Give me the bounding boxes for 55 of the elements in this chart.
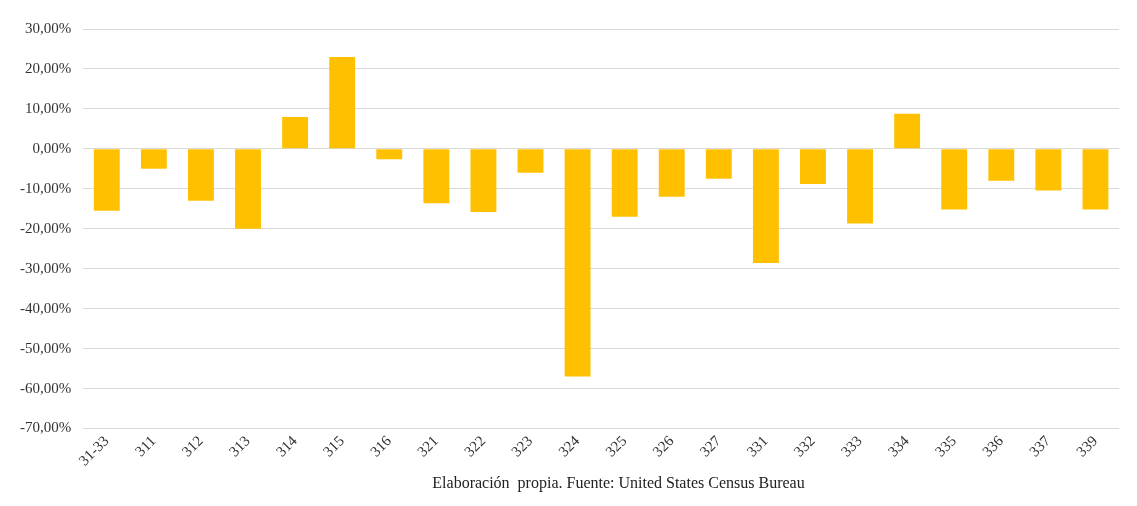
- x-tick-label: 322: [461, 432, 489, 460]
- x-tick-label: 325: [602, 432, 630, 460]
- bar: [847, 149, 874, 224]
- y-tick-label: -70,00%: [19, 419, 72, 436]
- bar: [329, 56, 356, 149]
- x-tick-label: 339: [1073, 432, 1101, 460]
- bar: [423, 149, 450, 204]
- bar: [800, 149, 826, 185]
- bar: [894, 113, 921, 149]
- bar: [282, 116, 309, 149]
- x-tick-label: 321: [414, 432, 442, 460]
- y-tick-label: -50,00%: [19, 339, 72, 356]
- bar: [1082, 149, 1109, 210]
- x-tick-label: 312: [178, 432, 206, 460]
- bar: [376, 149, 403, 160]
- y-tick-label: -40,00%: [19, 299, 72, 316]
- bar: [564, 149, 591, 377]
- x-tick-label: 332: [790, 432, 818, 460]
- x-tick-label: 326: [649, 432, 677, 460]
- x-tick-label: 315: [319, 432, 348, 460]
- bar: [705, 149, 732, 179]
- x-tick-label: 313: [225, 432, 253, 460]
- bar: [988, 149, 1015, 181]
- x-tick-label: 311: [131, 432, 159, 460]
- x-tick-label: 327: [696, 432, 725, 460]
- bar: [1035, 149, 1062, 191]
- bar: [658, 149, 685, 197]
- x-tick-label: 331: [743, 432, 771, 460]
- bar: [941, 149, 968, 210]
- x-tick-label: 324: [555, 432, 583, 460]
- x-tick-label: 314: [272, 432, 301, 460]
- x-tick-label: 336: [978, 432, 1007, 460]
- x-tick-label: 316: [366, 432, 395, 460]
- text: Elaboración propia. Fuente: United States Census Bureau: [431, 474, 806, 492]
- y-tick-label: -60,00%: [19, 379, 72, 396]
- y-tick-label: -30,00%: [19, 259, 72, 276]
- y-tick-label: -20,00%: [19, 219, 72, 236]
- x-tick-label: 337: [1026, 432, 1054, 460]
- bar: [235, 149, 261, 229]
- bar: [611, 149, 638, 217]
- x-tick-label: 334: [884, 432, 913, 460]
- y-tick-label: 20,00%: [24, 59, 72, 76]
- y-tick-label: -10,00%: [19, 179, 72, 196]
- bar: [470, 149, 497, 212]
- bar: [187, 149, 214, 201]
- x-tick-label: 323: [508, 432, 536, 460]
- bar: [517, 149, 544, 173]
- bar: [93, 149, 120, 211]
- bar: [140, 149, 167, 169]
- x-tick-label: 333: [837, 432, 865, 460]
- y-tick-label: 30,00%: [24, 19, 72, 36]
- y-tick-label: 10,00%: [24, 99, 72, 116]
- bar: [752, 149, 779, 264]
- x-tick-label: 335: [931, 432, 960, 460]
- y-tick-label: 0,00%: [32, 139, 72, 156]
